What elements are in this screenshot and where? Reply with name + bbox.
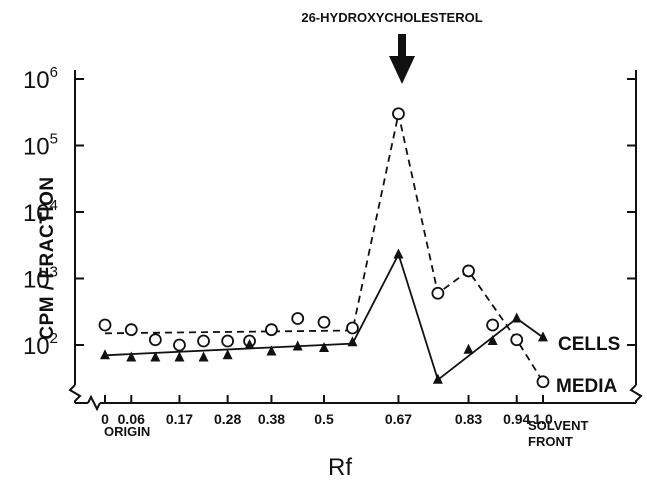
data-point-media <box>197 334 210 348</box>
data-point-media <box>431 286 445 300</box>
y-tick-label: 106 <box>23 64 58 94</box>
origin-label: ORIGIN <box>104 424 150 439</box>
data-point-cells <box>174 351 185 362</box>
data-point-cells <box>432 373 443 384</box>
x-axis-label: Rf <box>328 454 352 481</box>
x-tick-label: 0.5 <box>314 411 334 427</box>
data-point-cells <box>126 351 137 362</box>
y-tick-label-base: 10 <box>23 67 50 94</box>
data-point-cells <box>150 351 161 362</box>
data-point-cells <box>319 342 329 353</box>
y-tick-label: 105 <box>23 131 58 161</box>
data-point-cells <box>393 248 404 259</box>
data-point-cells <box>266 345 277 356</box>
data-point-cells <box>347 336 358 347</box>
y-tick-label-exponent: 5 <box>50 131 58 148</box>
y-tick-label-exponent: 4 <box>50 197 58 214</box>
y-tick-label-base: 10 <box>23 200 50 227</box>
y-axis-break <box>68 384 82 403</box>
peak-arrow-shaft <box>398 34 406 61</box>
data-point-cells <box>198 351 209 362</box>
series-label-media: MEDIA <box>556 376 618 397</box>
data-point-cells <box>100 349 110 360</box>
y-axis-label: CPM / FRACTION <box>37 176 58 339</box>
data-point-cells <box>538 331 548 342</box>
x-tick-label: 1.0 <box>533 411 553 427</box>
series-layer <box>98 107 550 389</box>
data-point-media <box>291 312 305 325</box>
solvent-label: SOLVENT <box>528 418 588 433</box>
y-tick-label-exponent: 6 <box>50 64 58 81</box>
data-point-media <box>221 334 235 348</box>
data-point-media <box>346 321 359 335</box>
y-tick-label: 102 <box>23 330 58 360</box>
data-point-media <box>98 318 112 332</box>
x-tick-label: 0.67 <box>385 411 412 427</box>
data-point-media <box>486 318 500 332</box>
x-tick-label: 0.38 <box>258 411 285 427</box>
data-point-media <box>510 333 524 347</box>
x-tick-label: 0.94 <box>503 411 530 427</box>
data-point-cells <box>463 343 474 354</box>
x-tick-label: 0.06 <box>118 411 145 427</box>
y-tick-label: 104 <box>23 197 58 227</box>
y-tick-label-exponent: 2 <box>50 330 58 347</box>
x-tick-label: 0.83 <box>455 411 482 427</box>
peak-arrow <box>389 34 415 84</box>
y-tick-label-base: 10 <box>23 267 50 294</box>
y-tick-label-exponent: 3 <box>50 264 58 281</box>
x-tick-label: 0 <box>101 411 109 427</box>
peak-arrow-head <box>389 56 415 84</box>
right-frame-break <box>629 384 643 403</box>
x-axis-break <box>87 394 101 412</box>
data-point-media <box>462 264 475 278</box>
data-point-media <box>317 315 331 329</box>
front-label: FRONT <box>528 434 573 449</box>
x-tick-label: 0.28 <box>214 411 241 427</box>
y-tick-label: 103 <box>23 264 58 294</box>
data-point-cells <box>244 339 255 349</box>
series-line-media <box>104 113 544 383</box>
x-tick-label: 0.17 <box>166 411 193 427</box>
data-point-cells <box>292 340 303 351</box>
peak-annotation-label: 26-HYDROXYCHOLESTEROL <box>301 10 482 25</box>
data-point-media <box>392 107 405 121</box>
data-point-cells <box>487 334 498 345</box>
series-label-cells: CELLS <box>558 334 620 355</box>
data-point-media <box>265 323 278 337</box>
y-tick-label-base: 10 <box>23 134 50 161</box>
data-point-media <box>124 323 138 337</box>
data-point-media <box>148 333 162 347</box>
data-point-cells <box>511 312 522 323</box>
data-point-media <box>173 338 186 352</box>
y-tick-label-base: 10 <box>23 333 50 360</box>
data-point-cells <box>222 349 233 360</box>
data-point-media <box>536 375 550 389</box>
labels: CPM / FRACTION Rf 26-HYDROXYCHOLESTEROL … <box>37 10 620 481</box>
